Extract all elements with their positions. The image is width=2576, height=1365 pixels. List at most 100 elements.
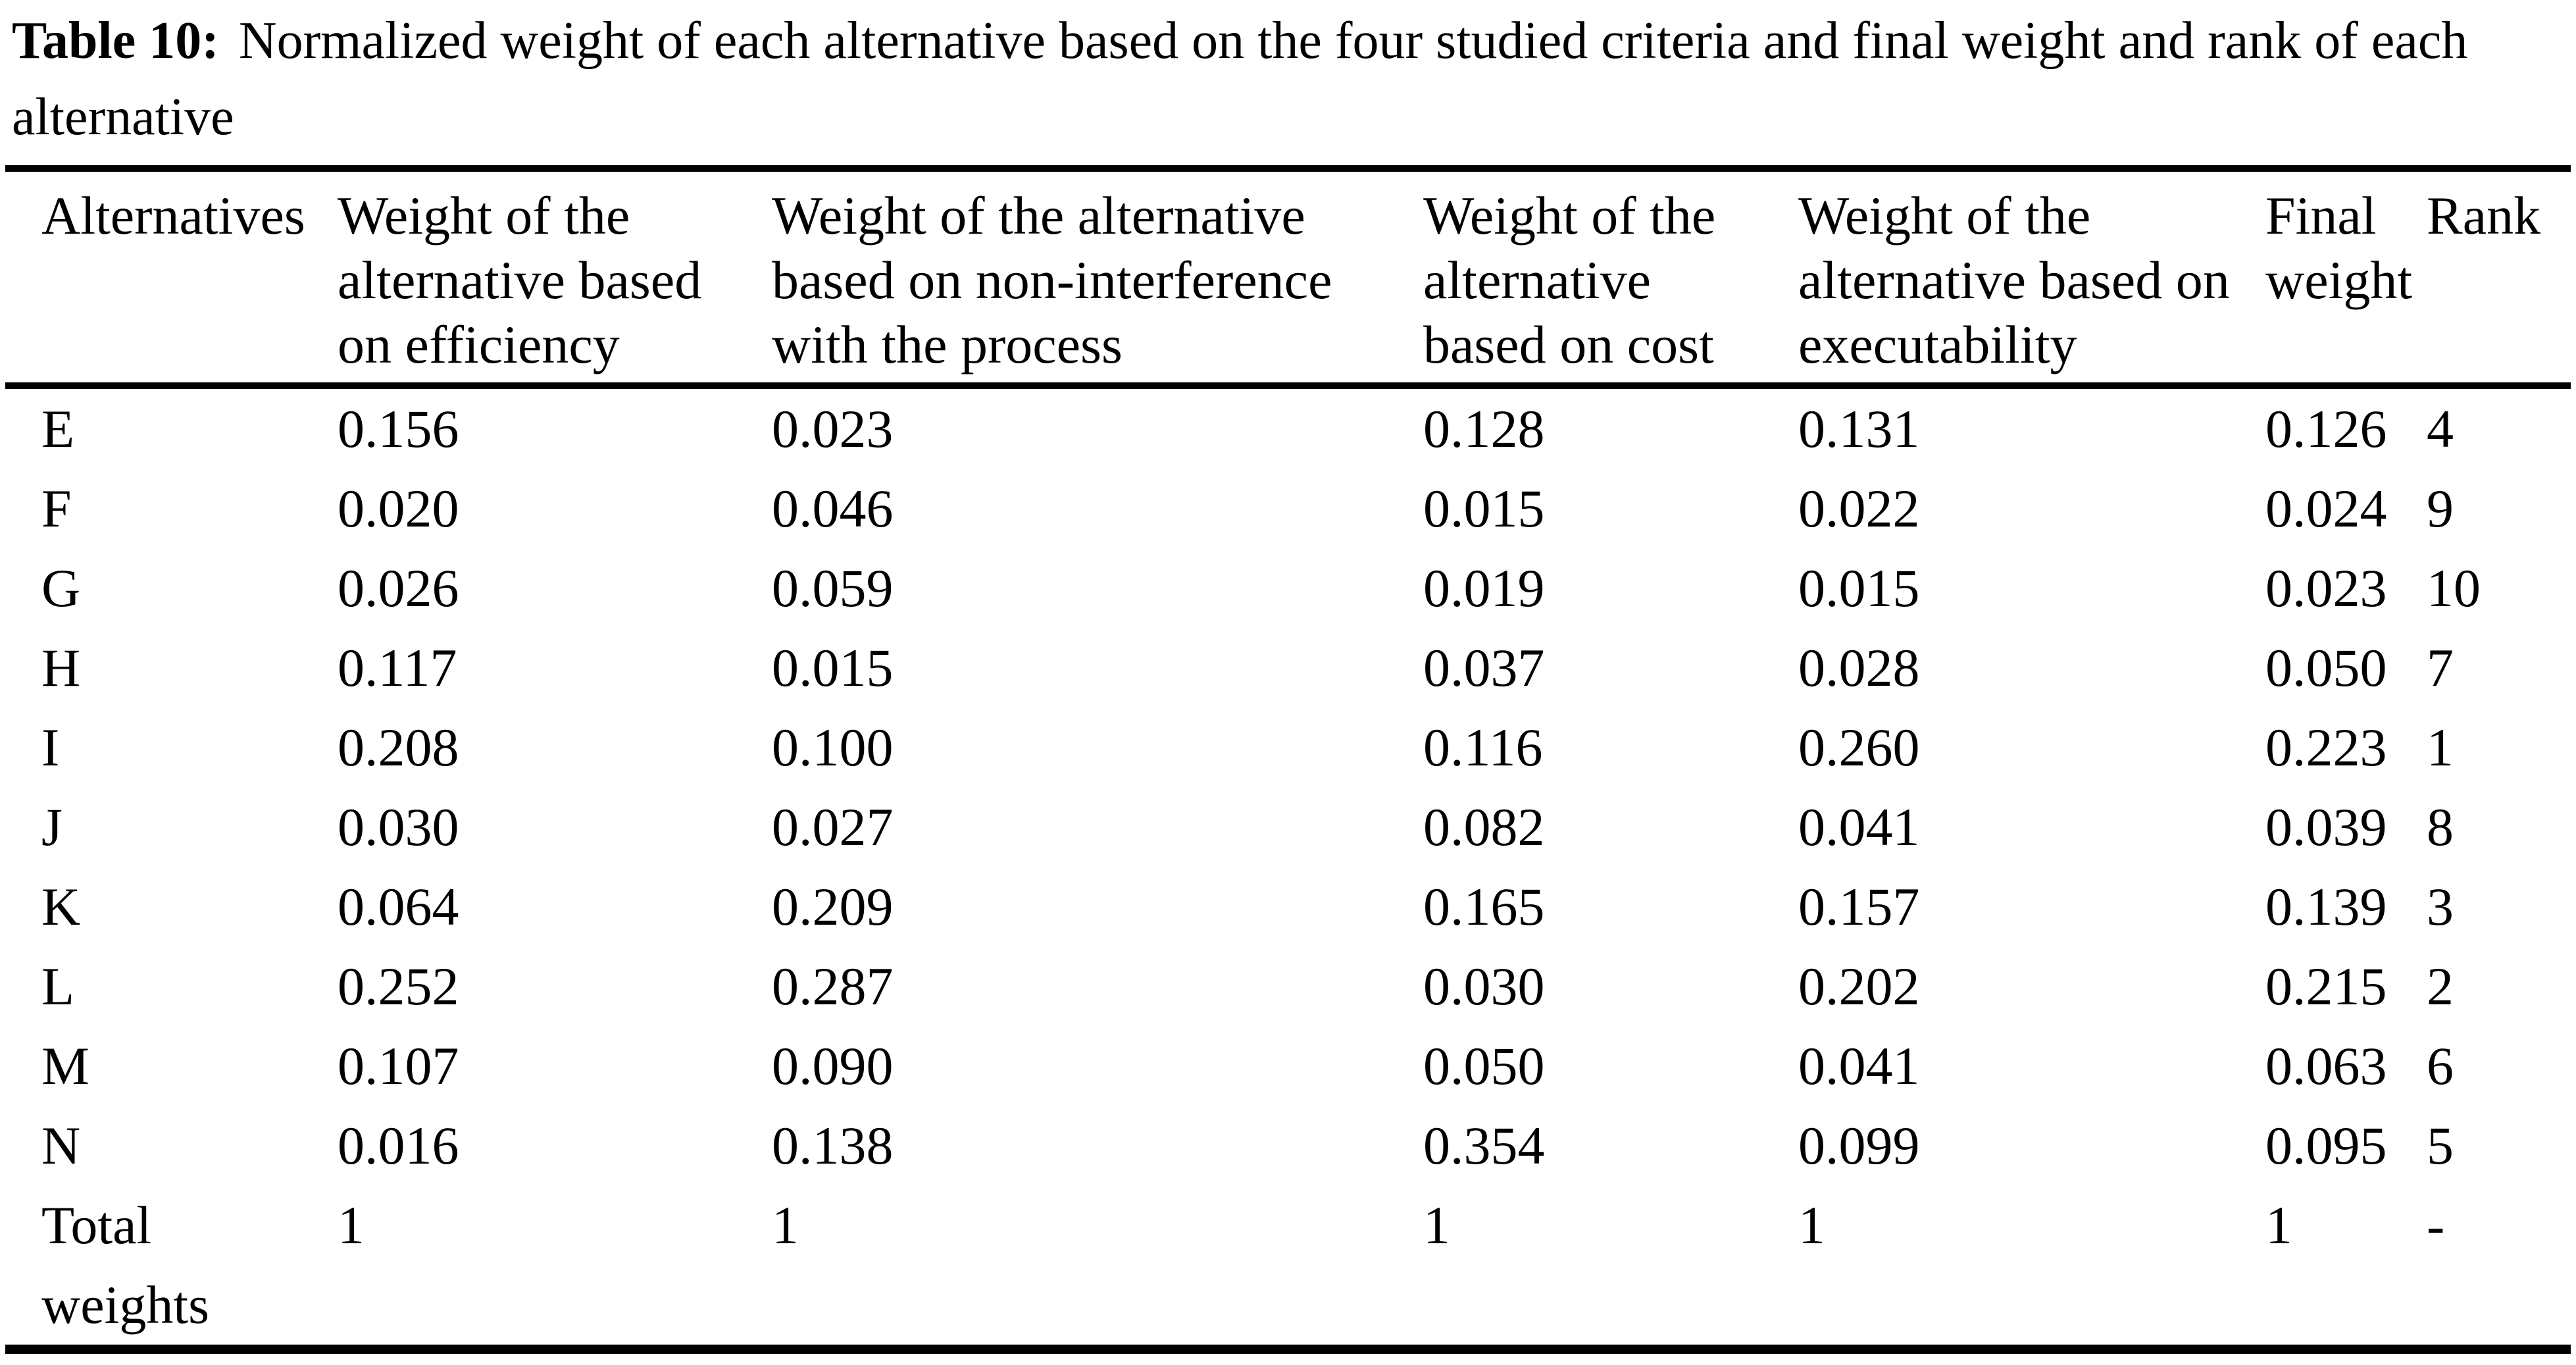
table-row-K: K 0.064 0.209 0.165 0.157 0.139 3 <box>5 867 2571 946</box>
table-cell: 0.126 <box>2265 399 2387 459</box>
table-cell: 0.138 <box>772 1116 894 1175</box>
table-cell: 0.095 <box>2265 1116 2387 1175</box>
table-cell: 0.107 <box>338 1036 459 1096</box>
table-cell: 0.128 <box>1423 399 1545 459</box>
table-cell: 0.059 <box>772 558 894 618</box>
table-cell: 0.157 <box>1798 877 1920 937</box>
table-cell: 0.131 <box>1798 399 1920 459</box>
table-cell: L <box>41 956 75 1016</box>
column-header-final-weight: Final weight <box>2265 168 2427 389</box>
table-cell: 0.030 <box>338 797 459 857</box>
table-cell: 0.287 <box>772 956 894 1016</box>
table-cell: 0.209 <box>772 877 894 937</box>
column-header-cost-weight: Weight of the alternative based on cost <box>1423 168 1798 389</box>
table-cell: 0.117 <box>338 638 457 698</box>
table-cell: 1 <box>2427 717 2454 777</box>
table-cell: 0.050 <box>1423 1036 1545 1096</box>
table-cell: 1 <box>772 1195 799 1255</box>
table-cell: 0.022 <box>1798 478 1920 538</box>
table-cell: 0.015 <box>1798 558 1920 618</box>
table-cell: 5 <box>2427 1116 2454 1175</box>
table-cell: 0.015 <box>772 638 894 698</box>
table-cell: 1 <box>338 1195 365 1255</box>
table-row-L: L 0.252 0.287 0.030 0.202 0.215 2 <box>5 946 2571 1026</box>
table-cell: 0.039 <box>2265 797 2387 857</box>
column-header-rank: Rank <box>2427 168 2571 389</box>
table-cell: 0.202 <box>1798 956 1920 1016</box>
table-cell: G <box>41 558 81 618</box>
column-header-executability-weight: Weight of the alternative based on execu… <box>1798 168 2265 389</box>
table-cell: 0.139 <box>2265 877 2387 937</box>
table-cell: 3 <box>2427 877 2454 937</box>
table-cell: 0.165 <box>1423 877 1545 937</box>
table-cell: 0.215 <box>2265 956 2387 1016</box>
table-cell: 7 <box>2427 638 2454 698</box>
table-cell: J <box>41 797 63 857</box>
table-cell: 0.090 <box>772 1036 894 1096</box>
table-cell: 8 <box>2427 797 2454 857</box>
table-cell: 0.252 <box>338 956 459 1016</box>
table-cell: 1 <box>1798 1195 1825 1255</box>
header-row: Alternatives Weight of the alternative b… <box>5 168 2571 389</box>
table-row-N: N 0.016 0.138 0.354 0.099 0.095 5 <box>5 1106 2571 1185</box>
table-cell: 0.046 <box>772 478 894 538</box>
table-cell: 0.024 <box>2265 478 2387 538</box>
table-row-F: F 0.020 0.046 0.015 0.022 0.024 9 <box>5 469 2571 548</box>
table-cell: F <box>41 478 72 538</box>
table-cell: E <box>41 399 75 459</box>
table-cell: 4 <box>2427 399 2454 459</box>
table-cell: M <box>41 1036 89 1096</box>
table-cell: 0.020 <box>338 478 459 538</box>
column-header-non-interference-weight: Weight of the alternative based on non-i… <box>772 168 1423 389</box>
table-cell: 0.354 <box>1423 1116 1545 1175</box>
table-row-total-weights: Total weights 1 1 1 1 1 - <box>5 1185 2571 1349</box>
table-cell: K <box>41 877 81 937</box>
table-row-E: E 0.156 0.023 0.128 0.131 0.126 4 <box>5 386 2571 469</box>
table-cell: 9 <box>2427 478 2454 538</box>
table-caption-text: Normalized weight of each alternative ba… <box>12 12 2468 146</box>
table-cell: 10 <box>2427 558 2481 618</box>
table-caption: Table 10: Normalized weight of each alter… <box>12 3 2564 155</box>
alternatives-weights-table: Alternatives Weight of the alternative b… <box>5 165 2571 1354</box>
table-row-M: M 0.107 0.090 0.050 0.041 0.063 6 <box>5 1026 2571 1106</box>
table-row-G: G 0.026 0.059 0.019 0.015 0.023 10 <box>5 548 2571 628</box>
table-cell: 0.082 <box>1423 797 1545 857</box>
table-cell: 0.064 <box>338 877 459 937</box>
table-cell: 0.041 <box>1798 1036 1920 1096</box>
table-cell: 0.023 <box>772 399 894 459</box>
table-body: E 0.156 0.023 0.128 0.131 0.126 4 F 0.02… <box>5 386 2571 1349</box>
table-cell: I <box>41 717 60 777</box>
table-cell: 0.116 <box>1423 717 1543 777</box>
table-cell: H <box>41 638 81 698</box>
table-header: Alternatives Weight of the alternative b… <box>5 168 2571 389</box>
table-row-H: H 0.117 0.015 0.037 0.028 0.050 7 <box>5 628 2571 708</box>
table-cell: 1 <box>1423 1195 1450 1255</box>
table-cell: 0.016 <box>338 1116 459 1175</box>
table-cell: 0.030 <box>1423 956 1545 1016</box>
table-caption-label: Table 10: <box>12 12 219 70</box>
table-cell: 0.260 <box>1798 717 1920 777</box>
table-cell: 0.208 <box>338 717 459 777</box>
table-cell: 0.015 <box>1423 478 1545 538</box>
table-cell: 0.063 <box>2265 1036 2387 1096</box>
column-header-efficiency-weight: Weight of the alternative based on effic… <box>338 168 772 389</box>
table-cell: 2 <box>2427 956 2454 1016</box>
table-cell: 0.027 <box>772 797 894 857</box>
table-cell: 0.019 <box>1423 558 1545 618</box>
table-cell: 6 <box>2427 1036 2454 1096</box>
table-cell: 0.100 <box>772 717 894 777</box>
table-cell: 0.023 <box>2265 558 2387 618</box>
table-cell: 0.026 <box>338 558 459 618</box>
table-cell: 1 <box>2265 1195 2292 1255</box>
table-row-J: J 0.030 0.027 0.082 0.041 0.039 8 <box>5 787 2571 867</box>
table-cell: 0.156 <box>338 399 459 459</box>
table-cell: - <box>2427 1195 2445 1255</box>
table-cell: 0.037 <box>1423 638 1545 698</box>
table-cell: 0.041 <box>1798 797 1920 857</box>
table-cell: 0.223 <box>2265 717 2387 777</box>
table-cell: 0.050 <box>2265 638 2387 698</box>
table-row-I: I 0.208 0.100 0.116 0.260 0.223 1 <box>5 708 2571 787</box>
table-cell: 0.028 <box>1798 638 1920 698</box>
table-cell: N <box>41 1116 81 1175</box>
